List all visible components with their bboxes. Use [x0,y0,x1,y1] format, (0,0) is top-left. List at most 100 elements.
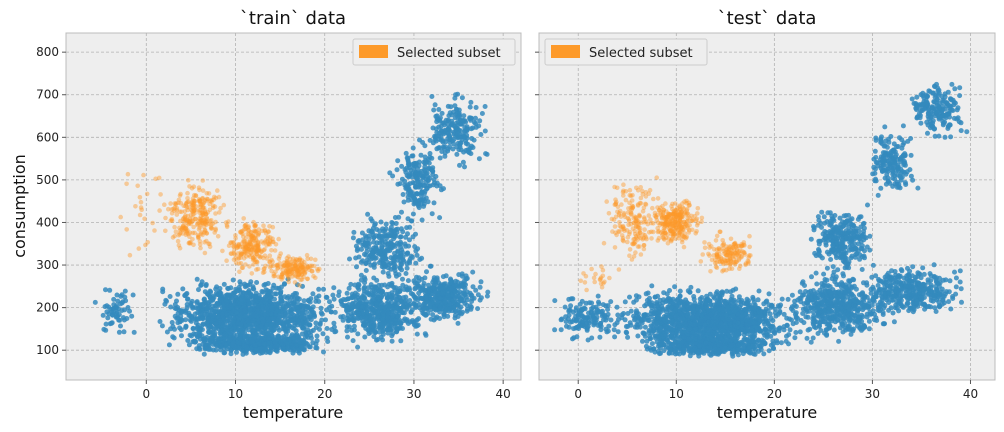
data-point [349,301,355,307]
data-point [354,264,359,270]
subset-point [137,212,143,218]
data-point [168,326,174,332]
data-point [433,133,439,139]
data-point [413,260,419,266]
data-point [381,320,387,326]
subset-point [269,268,274,274]
data-point [313,295,319,301]
data-point [380,261,386,267]
data-point [260,318,266,324]
data-point [237,300,243,306]
data-point [405,159,411,165]
data-point [230,277,236,283]
data-point [202,289,208,295]
data-point [475,306,481,312]
data-point [440,144,446,150]
subset-point [224,223,230,228]
data-point [404,265,410,271]
data-point [766,291,772,297]
subset-point [262,253,268,258]
data-point [431,177,437,182]
data-point [226,323,232,329]
data-point [463,273,469,279]
data-point [418,184,424,190]
data-point [189,298,195,304]
data-point [248,345,254,351]
train-x-tick-labels: 0 10 20 30 40 [142,380,511,401]
data-point [473,124,479,130]
data-point [280,305,286,311]
subset-point [238,252,244,257]
data-point [103,287,108,293]
data-point [292,316,298,322]
data-point [256,293,262,298]
subset-point [198,245,203,251]
data-point [645,317,651,323]
data-point [208,312,213,318]
data-point [571,335,577,341]
train-x-tick-label: 40 [496,387,511,401]
data-point [421,281,427,286]
subset-point [245,225,251,230]
data-point [375,310,381,316]
subset-point [191,192,197,198]
data-point [327,299,332,305]
data-point [347,256,352,262]
subset-point [191,184,197,189]
data-point [584,320,590,325]
data-point [259,289,265,294]
data-point [336,293,342,298]
data-point [192,311,198,317]
data-point [225,346,231,352]
train-y-tick-label: 300 [36,258,59,272]
data-point [103,321,109,327]
data-point [235,320,241,326]
data-point [237,336,243,342]
data-point [260,304,266,310]
data-point [355,238,361,244]
data-point [355,331,361,337]
subset-point [297,257,302,263]
data-point [385,315,391,321]
data-point [267,335,273,341]
data-point [355,246,361,252]
data-point [413,296,418,302]
data-point [567,319,573,325]
data-point [429,94,435,99]
data-point [265,340,271,346]
data-point [436,145,442,151]
data-point [398,226,404,232]
data-point [104,309,110,315]
subset-point [175,238,181,244]
subset-point [137,195,143,200]
data-point [200,301,206,307]
data-point [376,235,382,241]
data-point [288,306,294,312]
data-point [219,311,225,317]
subset-point [124,181,129,187]
data-point [437,215,443,221]
subset-point [212,204,218,209]
data-point [180,286,186,292]
data-point [241,290,246,296]
data-point [404,173,410,179]
data-point [125,305,131,310]
data-point [273,343,279,349]
data-point [403,234,409,240]
data-point [373,245,379,251]
data-point [255,303,261,309]
data-point [598,321,603,326]
data-point [330,292,336,298]
subset-point [139,207,144,213]
data-point [164,329,170,335]
data-point [458,296,464,302]
data-point [397,234,403,240]
data-point [221,281,227,287]
subset-point [208,226,214,231]
data-point [338,299,344,305]
data-point [234,332,240,338]
data-point [396,214,402,220]
subset-point [204,191,210,196]
